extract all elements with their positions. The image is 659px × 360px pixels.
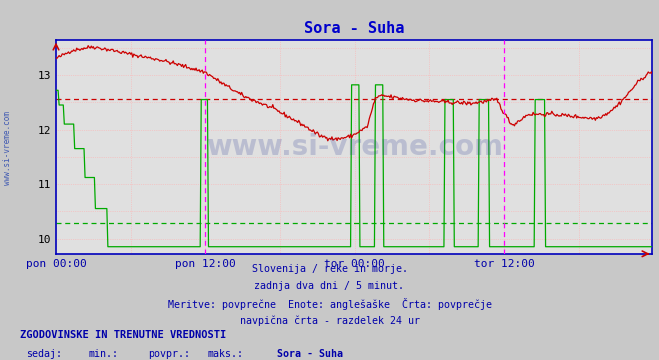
Text: www.si-vreme.com: www.si-vreme.com <box>206 133 503 161</box>
Title: Sora - Suha: Sora - Suha <box>304 21 405 36</box>
Text: www.si-vreme.com: www.si-vreme.com <box>3 111 13 185</box>
Text: sedaj:: sedaj: <box>26 349 63 359</box>
Text: ZGODOVINSKE IN TRENUTNE VREDNOSTI: ZGODOVINSKE IN TRENUTNE VREDNOSTI <box>20 330 226 341</box>
Text: povpr.:: povpr.: <box>148 349 190 359</box>
Text: maks.:: maks.: <box>208 349 244 359</box>
Text: Sora - Suha: Sora - Suha <box>277 349 343 359</box>
Text: min.:: min.: <box>89 349 119 359</box>
Text: navpična črta - razdelek 24 ur: navpična črta - razdelek 24 ur <box>239 315 420 326</box>
Text: zadnja dva dni / 5 minut.: zadnja dva dni / 5 minut. <box>254 281 405 291</box>
Text: Meritve: povprečne  Enote: anglešaške  Črta: povprečje: Meritve: povprečne Enote: anglešaške Črt… <box>167 298 492 310</box>
Text: Slovenija / reke in morje.: Slovenija / reke in morje. <box>252 264 407 274</box>
